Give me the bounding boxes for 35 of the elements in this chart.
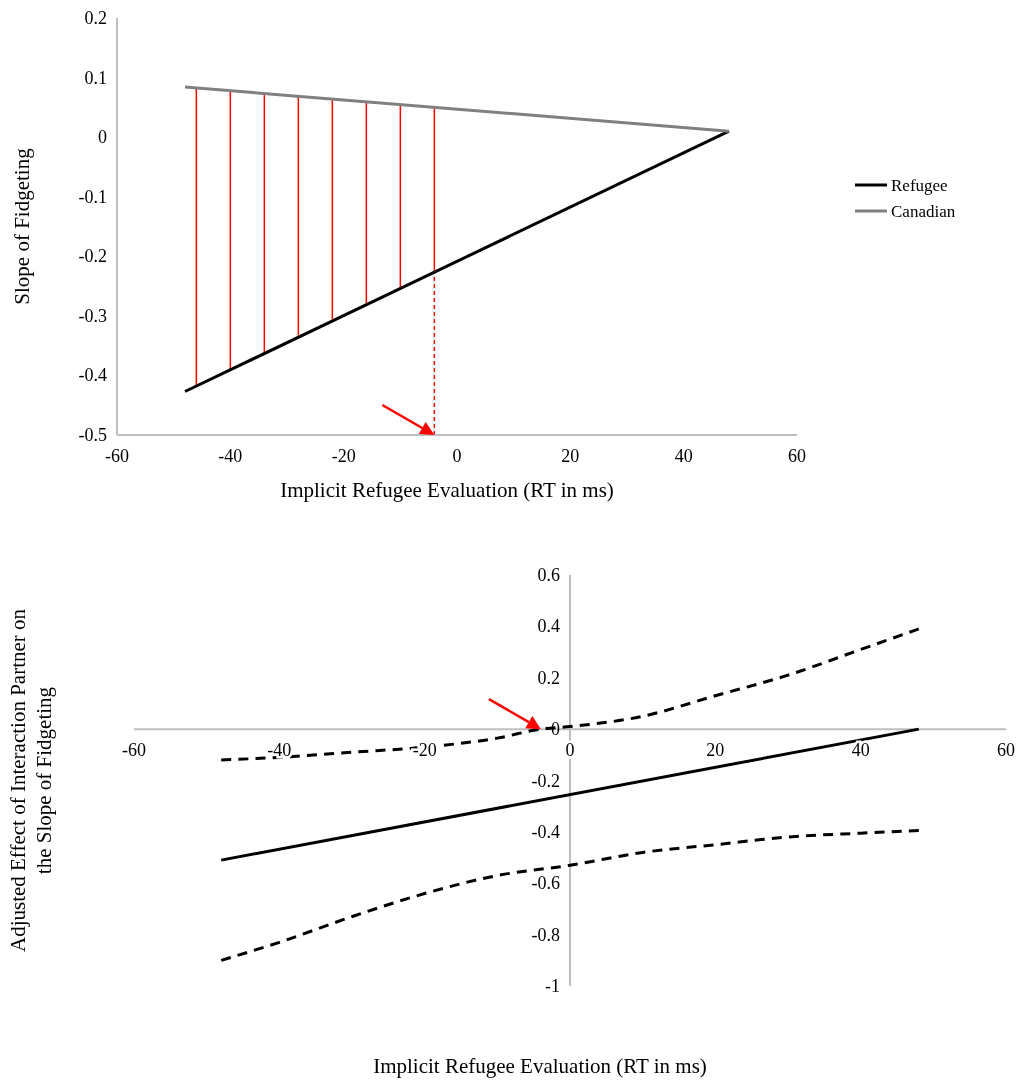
y-tick-label: -0.2	[78, 246, 107, 267]
x-tick-label: 0	[452, 446, 462, 466]
y-tick-label: -0.4	[78, 365, 107, 386]
legend-label: Refugee	[891, 176, 948, 195]
y-tick-label: -0.2	[531, 770, 560, 791]
x-axis-title: Implicit Refugee Evaluation (RT in ms)	[280, 478, 614, 502]
x-tick-label: -40	[218, 446, 243, 466]
x-tick-label: -20	[331, 446, 356, 466]
y-tick-label: -0.4	[531, 821, 560, 842]
y-tick-label: 0.4	[537, 616, 560, 637]
y-tick-label: 0.2	[84, 8, 107, 28]
x-tick-label: 40	[851, 740, 870, 761]
y-tick-label: -0.1	[78, 186, 107, 207]
x-tick-label: 40	[674, 446, 693, 466]
y-tick-label: -0.3	[78, 305, 107, 326]
y-tick-label: -1	[545, 976, 560, 996]
y-tick-label: -0.5	[78, 425, 107, 445]
x-axis-title: Implicit Refugee Evaluation (RT in ms)	[373, 1054, 707, 1078]
x-tick-label: -40	[267, 740, 292, 761]
y-tick-label: 0.1	[84, 67, 107, 88]
x-tick-label: 20	[561, 446, 580, 466]
y-axis-title: Slope of Fidgeting	[10, 147, 34, 305]
y-tick-label: -0.6	[531, 873, 560, 894]
x-tick-label: 60	[788, 446, 806, 466]
legend-label: Canadian	[891, 202, 956, 221]
y-tick-label: 0.6	[537, 565, 560, 585]
y-tick-label: 0.2	[537, 667, 560, 688]
y-axis-title: Adjusted Effect of Interaction Partner on the Slope of Fidgeting	[6, 608, 56, 953]
x-tick-label: -60	[122, 740, 146, 761]
x-tick-label: 60	[997, 740, 1015, 761]
y-tick-label: -0.8	[531, 924, 560, 945]
x-tick-label: -60	[105, 446, 129, 466]
x-tick-label: 20	[706, 740, 725, 761]
y-tick-label: 0	[98, 127, 107, 148]
x-tick-label: 0	[565, 740, 575, 761]
